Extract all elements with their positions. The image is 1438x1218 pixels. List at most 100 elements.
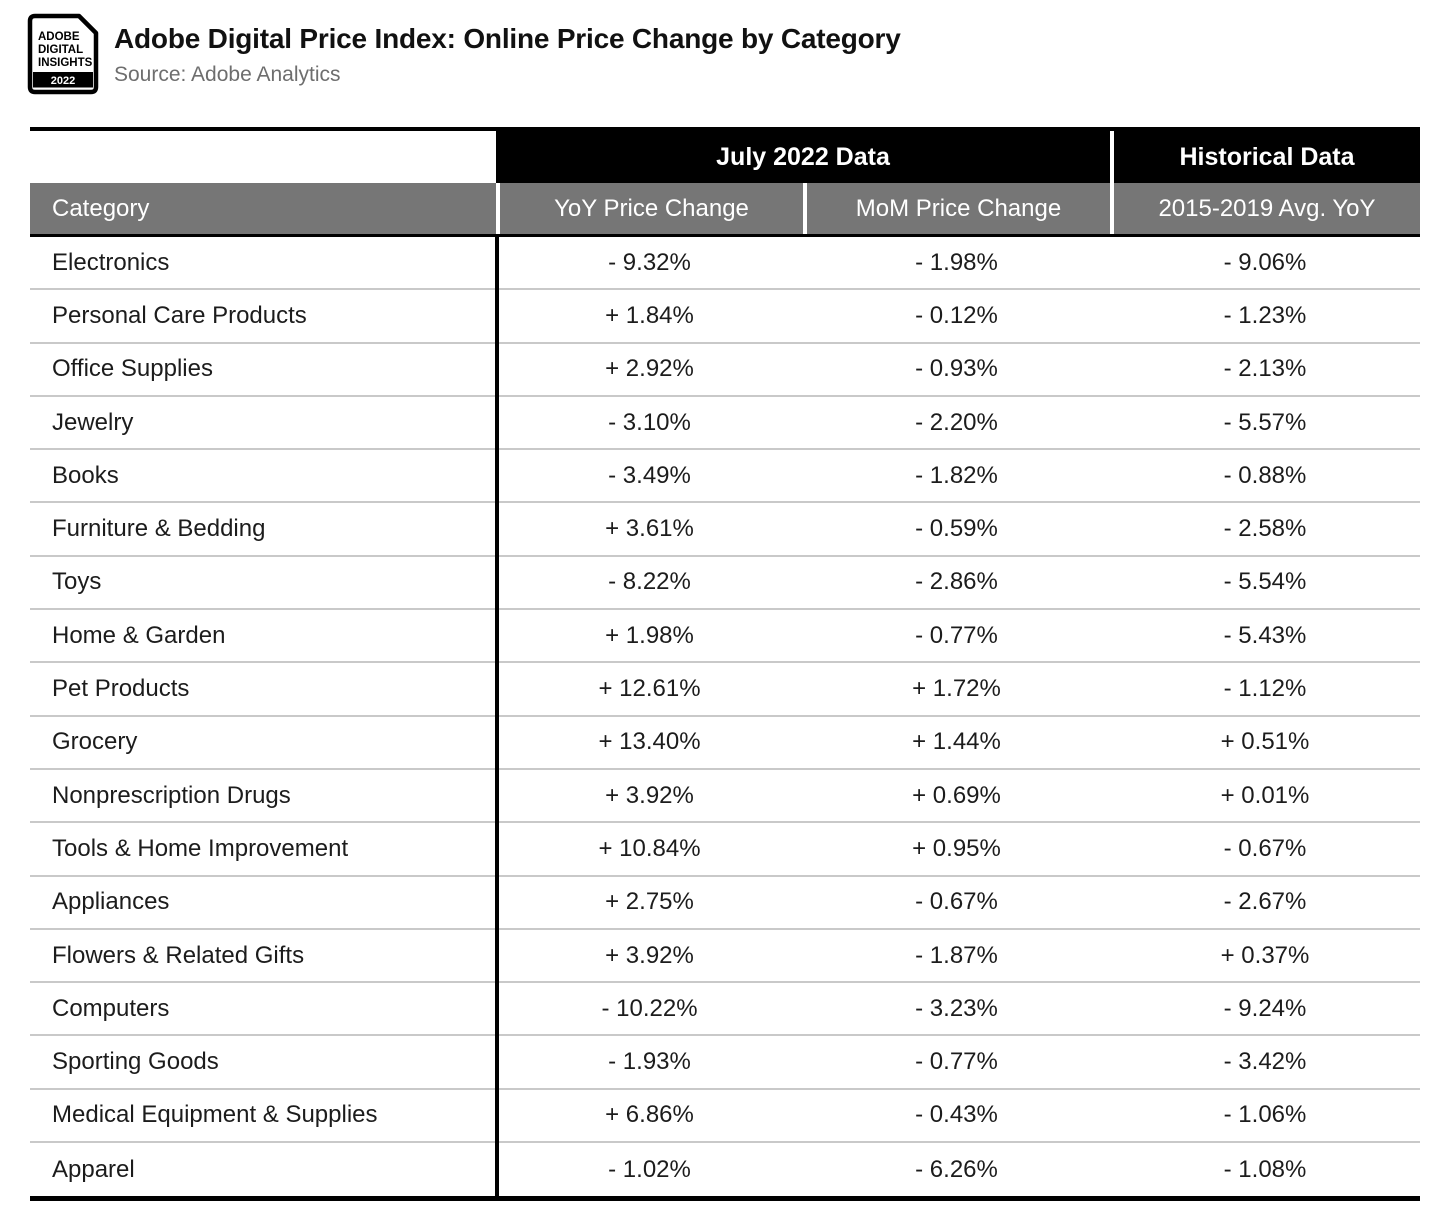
cell-category: Grocery bbox=[52, 728, 138, 756]
adobe-digital-insights-logo-icon: ADOBE DIGITAL INSIGHTS 2022 bbox=[27, 13, 99, 95]
price-change-table: July 2022 Data Historical Data Category … bbox=[30, 127, 1420, 1202]
cell-category: Computers bbox=[52, 994, 170, 1022]
logo-line-2: DIGITAL bbox=[38, 44, 83, 56]
cell-yoy-price-change: + 3.92% bbox=[605, 941, 694, 969]
cell-category: Furniture & Bedding bbox=[52, 515, 266, 543]
category-column-divider bbox=[495, 237, 499, 1197]
table-row: Flowers & Related Gifts + 3.92% - 1.87% + 0… bbox=[30, 930, 1420, 984]
cell-category: Electronics bbox=[52, 248, 170, 276]
cell-yoy-price-change: + 10.84% bbox=[598, 834, 701, 862]
cell-category: Books bbox=[52, 461, 119, 489]
cell-mom-price-change: - 1.82% bbox=[915, 461, 998, 489]
cell-yoy-price-change: + 12.61% bbox=[598, 675, 701, 703]
column-header-yoy: YoY Price Change bbox=[496, 183, 803, 234]
table-row: Tools & Home Improvement + 10.84% + 0.95% -… bbox=[30, 823, 1420, 877]
table-row: Medical Equipment & Supplies + 6.86% - 0.4… bbox=[30, 1090, 1420, 1144]
cell-historical-avg-yoy: - 2.58% bbox=[1223, 515, 1307, 543]
table-row: Home & Garden + 1.98% - 0.77% - 5.43% bbox=[30, 610, 1420, 664]
cell-historical-avg-yoy: + 0.51% bbox=[1220, 728, 1310, 756]
table-row: Pet Products + 12.61% + 1.72% - 1.12% bbox=[30, 663, 1420, 717]
table-body: Electronics - 9.32% - 1.98% - 9.06% Personal… bbox=[30, 237, 1420, 1202]
cell-category: Toys bbox=[52, 568, 102, 596]
table-row: Grocery + 13.40% + 1.44% + 0.51% bbox=[30, 717, 1420, 770]
logo-year: 2022 bbox=[51, 75, 75, 87]
cell-historical-avg-yoy: + 0.01% bbox=[1220, 781, 1310, 809]
cell-yoy-price-change: + 1.98% bbox=[605, 621, 694, 649]
cell-category: Office Supplies bbox=[52, 355, 213, 383]
cell-yoy-price-change: - 9.32% bbox=[608, 248, 691, 276]
page-title: Adobe Digital Price Index: Online Price … bbox=[114, 23, 901, 54]
cell-mom-price-change: - 0.77% bbox=[915, 621, 998, 649]
column-header-mom: MoM Price Change bbox=[803, 183, 1110, 234]
cell-category: Pet Products bbox=[52, 675, 190, 703]
cell-historical-avg-yoy: - 5.54% bbox=[1223, 568, 1307, 596]
cell-yoy-price-change: - 3.10% bbox=[608, 408, 691, 436]
group-header-july-2022: July 2022 Data bbox=[496, 131, 1110, 183]
table-row: Toys - 8.22% - 2.86% - 5.54% bbox=[30, 557, 1420, 611]
cell-mom-price-change: - 6.26% bbox=[915, 1155, 998, 1183]
table-row: Furniture & Bedding + 3.61% - 0.59% - 2.58% bbox=[30, 503, 1420, 557]
cell-category: Nonprescription Drugs bbox=[52, 781, 291, 809]
cell-category: Jewelry bbox=[52, 408, 134, 436]
cell-historical-avg-yoy: + 0.37% bbox=[1220, 941, 1310, 969]
page-header: ADOBE DIGITAL INSIGHTS 2022 Adobe Digita… bbox=[0, 0, 1438, 96]
column-header-category: Category bbox=[52, 194, 150, 222]
cell-historical-avg-yoy: - 1.23% bbox=[1223, 301, 1307, 329]
group-header-row: July 2022 Data Historical Data bbox=[30, 127, 1420, 183]
cell-yoy-price-change: + 3.61% bbox=[605, 515, 694, 543]
cell-mom-price-change: - 0.77% bbox=[915, 1048, 998, 1076]
cell-historical-avg-yoy: - 1.08% bbox=[1223, 1155, 1307, 1183]
logo-line-3: INSIGHTS bbox=[38, 57, 93, 69]
table-row: Nonprescription Drugs + 3.92% + 0.69% + 0.0… bbox=[30, 770, 1420, 824]
table-row: Jewelry - 3.10% - 2.20% - 5.57% bbox=[30, 397, 1420, 451]
table-row: Office Supplies + 2.92% - 0.93% - 2.13% bbox=[30, 344, 1420, 397]
cell-category: Home & Garden bbox=[52, 621, 226, 649]
cell-historical-avg-yoy: - 0.88% bbox=[1223, 461, 1307, 489]
cell-yoy-price-change: - 1.02% bbox=[608, 1155, 691, 1183]
cell-yoy-price-change: - 3.49% bbox=[608, 461, 691, 489]
cell-mom-price-change: - 0.12% bbox=[915, 301, 998, 329]
cell-historical-avg-yoy: - 3.42% bbox=[1223, 1048, 1307, 1076]
cell-mom-price-change: - 3.23% bbox=[915, 994, 998, 1022]
cell-category: Sporting Goods bbox=[52, 1048, 219, 1076]
cell-category: Tools & Home Improvement bbox=[52, 834, 349, 862]
cell-mom-price-change: - 1.87% bbox=[915, 941, 998, 969]
cell-mom-price-change: - 2.20% bbox=[915, 408, 998, 436]
cell-historical-avg-yoy: - 2.67% bbox=[1223, 888, 1307, 916]
header-spacer-cell bbox=[30, 131, 496, 183]
cell-yoy-price-change: - 1.93% bbox=[608, 1048, 691, 1076]
cell-category: Flowers & Related Gifts bbox=[52, 941, 305, 969]
cell-mom-price-change: - 1.98% bbox=[915, 248, 998, 276]
cell-category: Appliances bbox=[52, 888, 170, 916]
cell-category: Medical Equipment & Supplies bbox=[52, 1101, 378, 1129]
column-header-historical-avg: 2015-2019 Avg. YoY bbox=[1110, 183, 1420, 234]
cell-mom-price-change: - 0.59% bbox=[915, 515, 998, 543]
table-row: Computers - 10.22% - 3.23% - 9.24% bbox=[30, 983, 1420, 1037]
cell-mom-price-change: - 0.93% bbox=[915, 355, 998, 383]
logo-year-band bbox=[33, 72, 93, 88]
cell-mom-price-change: + 1.72% bbox=[912, 675, 1001, 703]
cell-historical-avg-yoy: - 5.57% bbox=[1223, 408, 1307, 436]
cell-historical-avg-yoy: - 2.13% bbox=[1223, 355, 1307, 383]
group-header-historical: Historical Data bbox=[1110, 131, 1420, 183]
cell-yoy-price-change: + 13.40% bbox=[598, 728, 701, 756]
cell-yoy-price-change: + 1.84% bbox=[605, 301, 694, 329]
cell-mom-price-change: - 0.67% bbox=[915, 888, 998, 916]
cell-yoy-price-change: + 6.86% bbox=[605, 1101, 694, 1129]
cell-mom-price-change: + 0.69% bbox=[912, 781, 1001, 809]
table-row: Apparel - 1.02% - 6.26% - 1.08% bbox=[30, 1143, 1420, 1196]
cell-category: Apparel bbox=[52, 1155, 135, 1183]
cell-mom-price-change: + 1.44% bbox=[912, 728, 1001, 756]
cell-historical-avg-yoy: - 9.06% bbox=[1223, 248, 1307, 276]
cell-historical-avg-yoy: - 1.06% bbox=[1223, 1101, 1307, 1129]
cell-yoy-price-change: - 8.22% bbox=[608, 568, 691, 596]
cell-historical-avg-yoy: - 5.43% bbox=[1223, 621, 1307, 649]
cell-mom-price-change: - 0.43% bbox=[915, 1101, 998, 1129]
table-row: Electronics - 9.32% - 1.98% - 9.06% bbox=[30, 237, 1420, 291]
cell-yoy-price-change: + 2.92% bbox=[605, 355, 694, 383]
table-row: Appliances + 2.75% - 0.67% - 2.67% bbox=[30, 877, 1420, 930]
source-label: Source: Adobe Analytics bbox=[114, 62, 341, 86]
table-row: Sporting Goods - 1.93% - 0.77% - 3.42% bbox=[30, 1036, 1420, 1090]
cell-yoy-price-change: + 2.75% bbox=[605, 888, 694, 916]
